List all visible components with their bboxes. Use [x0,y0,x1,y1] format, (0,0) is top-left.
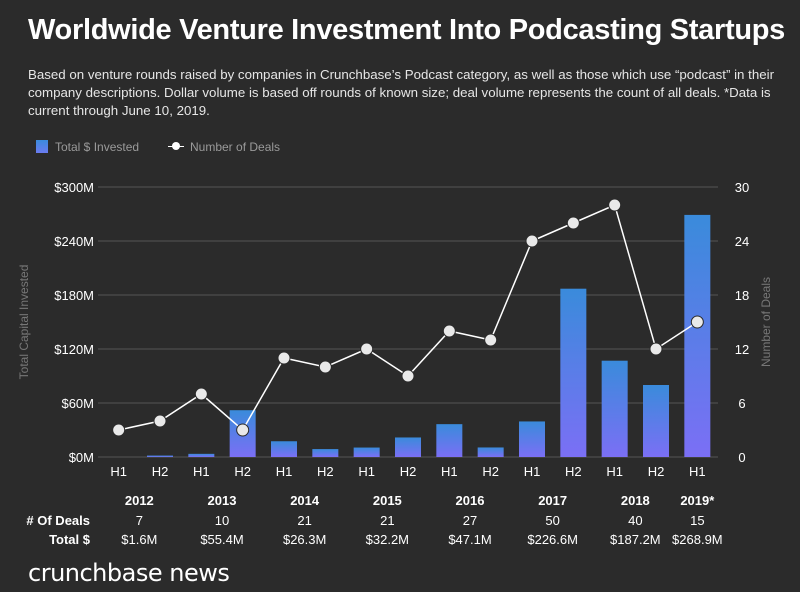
chart-subtitle: Based on venture rounds raised by compan… [28,67,775,118]
year-deals: 7 [136,513,143,528]
y-tick-label-right: 24 [735,234,749,249]
x-tick-label: H2 [648,464,665,479]
x-tick-label: H1 [276,464,293,479]
bar [271,441,297,457]
deal-point [236,423,250,437]
bar [560,288,587,457]
bar [436,424,463,457]
y-tick-label-left: $120M [54,342,94,357]
x-tick-label: H1 [110,464,127,479]
x-tick-label: H1 [606,464,623,479]
x-tick-label: H1 [193,464,210,479]
year-deals: 27 [463,513,477,528]
x-tick-label: H2 [400,464,417,479]
y-tick-label-left: $60M [61,396,94,411]
y-tick-label-left: $240M [54,234,94,249]
x-tick-label: H2 [234,464,251,479]
year-total: $32.2M [366,532,409,547]
deal-point [608,198,622,212]
deal-point [112,423,126,437]
table-row-label-deals: # Of Deals [26,513,90,528]
x-tick-label: H2 [152,464,169,479]
y-tick-label-right: 30 [735,180,749,195]
legend-line-label: Number of Deals [190,140,281,154]
year-deals: 21 [380,513,394,528]
table-row-label-total: Total $ [49,532,91,547]
y-tick-label-right: 6 [738,396,745,411]
dot-swatch-icon [172,142,180,150]
deal-point [277,351,291,365]
brand-logo: crunchbase news [28,559,230,587]
year-label: 2013 [208,493,237,508]
bar [684,214,711,457]
year-label: 2014 [290,493,320,508]
year-total: $1.6M [121,532,157,547]
bar [477,447,504,457]
year-deals: 15 [690,513,704,528]
x-tick-label: H1 [358,464,375,479]
year-total: $47.1M [448,532,491,547]
year-label: 2015 [373,493,402,508]
year-deals: 40 [628,513,642,528]
bar [147,455,173,457]
x-tick-label: H2 [482,464,499,479]
year-deals: 21 [297,513,311,528]
bar [395,437,421,457]
y-tick-label-left: $180M [54,288,94,303]
y-tick-label-right: 18 [735,288,749,303]
bar [312,449,339,457]
deal-point [690,315,704,329]
bar [519,421,545,457]
year-total: $226.6M [527,532,578,547]
year-label: 2019* [680,493,715,508]
year-label: 2018 [621,493,650,508]
deal-point [401,369,415,383]
year-label: 2017 [538,493,567,508]
bar [643,385,669,457]
bar-swatch-icon [36,140,48,153]
axis-labels: $0M $60M $120M $180M $240M $300M 0 6 12 18 24 30 Tot… [17,180,773,547]
year-total: $55.4M [200,532,243,547]
bar [353,447,380,457]
x-tick-label: H1 [441,464,458,479]
y-tick-label-left: $300M [54,180,94,195]
legend-bar-label: Total $ Invested [55,140,140,154]
year-deals: 10 [215,513,229,528]
deal-point [194,387,208,401]
y-tick-label-right: 12 [735,342,749,357]
x-tick-label: H1 [524,464,541,479]
y-tick-label-right: 0 [738,450,745,465]
y-tick-label-left: $0M [69,450,94,465]
deal-point [484,333,498,347]
x-tick-label: H2 [317,464,334,479]
deals-line [112,198,704,437]
deal-point [318,360,332,374]
year-total: $187.2M [610,532,661,547]
year-label: 2016 [456,493,485,508]
y-axis-title-left: Total Capital Invested [17,265,31,380]
year-label: 2012 [125,493,154,508]
year-total: $26.3M [283,532,326,547]
y-axis-title-right: Number of Deals [759,277,773,367]
deal-point [442,324,456,338]
deal-point [153,414,167,428]
deal-point [649,342,663,356]
x-tick-label: H1 [689,464,706,479]
deal-point [525,234,539,248]
year-deals: 50 [545,513,559,528]
bar [601,360,628,457]
chart-title: Worldwide Venture Investment Into Podcas… [28,14,786,46]
deal-point [360,342,374,356]
x-tick-label: H2 [565,464,582,479]
bar [188,453,215,457]
year-total: $268.9M [672,532,723,547]
deal-point [566,216,580,230]
